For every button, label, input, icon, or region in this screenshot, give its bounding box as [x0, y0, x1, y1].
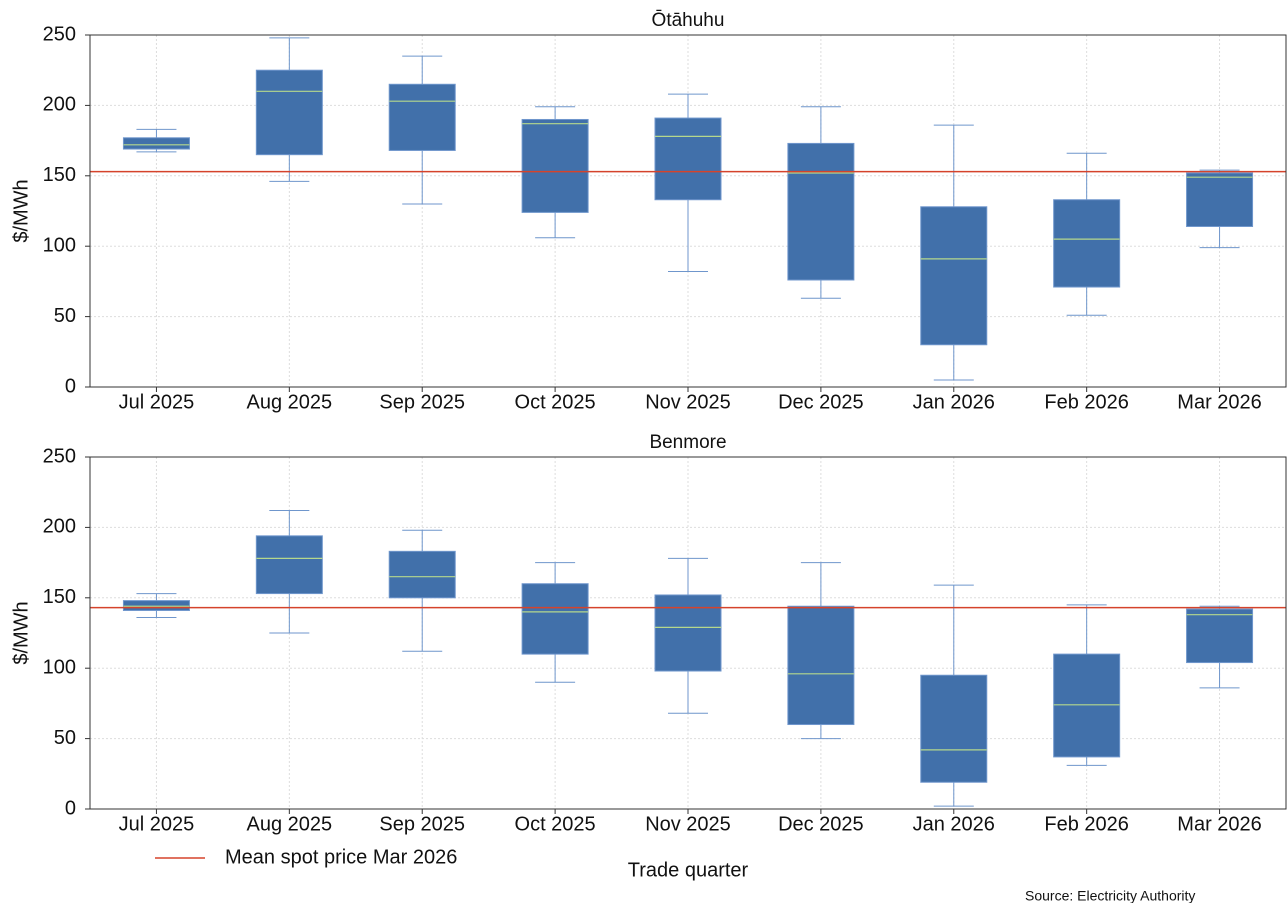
- x-tick-label: Jul 2025: [119, 391, 195, 413]
- box: [255, 69, 323, 156]
- x-tick-label: Dec 2025: [778, 813, 864, 835]
- y-tick-label: 150: [43, 164, 76, 186]
- y-tick-label: 50: [54, 727, 76, 749]
- box: [1186, 608, 1254, 664]
- plot-frame: [89, 34, 1287, 388]
- x-tick-label: Dec 2025: [778, 391, 864, 413]
- box: [920, 206, 988, 346]
- y-tick-label: 200: [43, 516, 76, 538]
- box: [255, 535, 323, 595]
- box: [388, 83, 456, 151]
- x-tick-label: Sep 2025: [379, 391, 465, 413]
- box: [521, 583, 589, 655]
- legend-label: Mean spot price Mar 2026: [225, 846, 457, 868]
- y-tick-label: 0: [65, 375, 76, 397]
- x-tick-label: Aug 2025: [247, 813, 333, 835]
- box: [521, 118, 589, 213]
- x-tick-label: Sep 2025: [379, 813, 465, 835]
- y-tick-label: 50: [54, 305, 76, 327]
- y-axis-label: $/MWh: [10, 601, 32, 664]
- y-tick-label: 250: [43, 23, 76, 45]
- y-tick-label: 100: [43, 234, 76, 256]
- y-tick-label: 100: [43, 656, 76, 678]
- y-tick-label: 200: [43, 94, 76, 116]
- y-tick-label: 0: [65, 797, 76, 819]
- y-tick-label: 250: [43, 445, 76, 467]
- x-tick-label: Aug 2025: [247, 391, 333, 413]
- box: [388, 550, 456, 599]
- box: [1053, 199, 1121, 288]
- x-tick-label: Oct 2025: [515, 391, 596, 413]
- y-tick-label: 150: [43, 586, 76, 608]
- x-tick-label: Nov 2025: [645, 391, 731, 413]
- box: [122, 600, 190, 611]
- box: [787, 142, 855, 281]
- x-tick-label: Oct 2025: [515, 813, 596, 835]
- box: [122, 137, 190, 150]
- box: [654, 117, 722, 201]
- x-tick-label: Mar 2026: [1177, 391, 1262, 413]
- chart-title: Benmore: [649, 432, 726, 453]
- source: Source: Electricity Authority: [1025, 888, 1195, 903]
- x-tick-label: Feb 2026: [1044, 391, 1129, 413]
- box: [654, 594, 722, 672]
- box: [787, 605, 855, 726]
- x-axis-label: Trade quarter: [628, 859, 749, 881]
- x-tick-label: Jul 2025: [119, 813, 195, 835]
- x-tick-label: Feb 2026: [1044, 813, 1129, 835]
- plot-frame: [89, 456, 1287, 810]
- box: [920, 674, 988, 783]
- x-tick-label: Mar 2026: [1177, 813, 1262, 835]
- x-tick-label: Jan 2026: [913, 813, 995, 835]
- y-axis-label: $/MWh: [10, 179, 32, 242]
- x-tick-label: Nov 2025: [645, 813, 731, 835]
- box: [1053, 653, 1121, 758]
- x-tick-label: Jan 2026: [913, 391, 995, 413]
- chart-title: Ōtāhuhu: [652, 10, 725, 31]
- box: [1186, 172, 1254, 227]
